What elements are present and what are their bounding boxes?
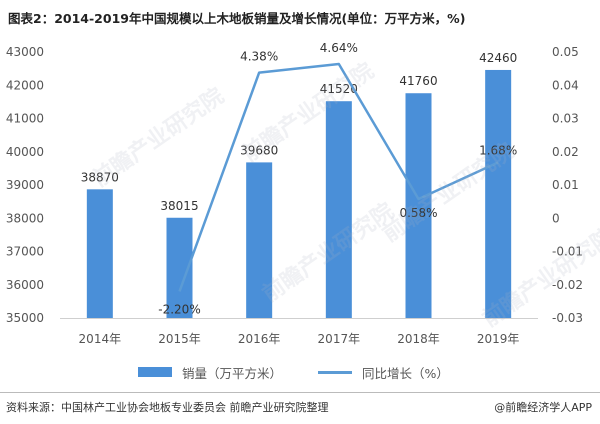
left-tick-label: 42000 <box>6 78 44 92</box>
right-tick-label: 0.04 <box>552 78 579 92</box>
bar <box>246 162 273 318</box>
left-tick-label: 35000 <box>6 311 44 325</box>
bar <box>86 189 113 318</box>
credit-note: @前瞻经济学人APP <box>494 401 592 414</box>
growth-value-label: 4.38% <box>240 50 278 64</box>
bar-value-label: 38870 <box>81 170 119 184</box>
right-tick-label: 0 <box>552 211 560 225</box>
right-tick-label: -0.02 <box>552 278 583 292</box>
bar <box>485 69 512 318</box>
source-note: 资料来源：中国林产工业协会地板专业委员会 前瞻产业研究院整理 <box>6 401 329 414</box>
bar-value-label: 41760 <box>399 74 437 88</box>
bar <box>405 93 432 318</box>
left-tick-label: 40000 <box>6 145 44 159</box>
line-series: -2.20% 4.38% 4.64% 0.58% 1.68% <box>158 41 517 316</box>
bar-series: 38870 38015 39680 41520 41760 42460 <box>81 51 517 319</box>
growth-value-label: -2.20% <box>158 302 200 316</box>
right-tick-label: 0.05 <box>552 45 579 59</box>
legend-swatch-bar <box>138 367 172 377</box>
growth-value-label: 1.68% <box>479 143 517 157</box>
x-tick-label: 2019年 <box>477 332 520 346</box>
bar-value-label: 39680 <box>240 143 278 157</box>
legend-item-growth: 同比增长（%） <box>318 364 449 381</box>
left-tick-label: 39000 <box>6 178 44 192</box>
left-tick-label: 41000 <box>6 112 44 126</box>
legend-label-growth: 同比增长（%） <box>362 365 449 381</box>
left-axis-ticks: 35000 36000 37000 38000 39000 40000 41000 42000… <box>6 45 44 325</box>
right-tick-label: 0.02 <box>552 145 579 159</box>
left-tick-label: 36000 <box>6 278 44 292</box>
legend-swatch-line <box>318 370 352 374</box>
right-tick-label: -0.03 <box>552 311 583 325</box>
bar-value-label: 42460 <box>479 51 517 65</box>
x-tick-label: 2014年 <box>79 332 122 346</box>
left-tick-label: 43000 <box>6 45 44 59</box>
bar-value-label: 41520 <box>320 82 358 96</box>
bar-value-label: 38015 <box>160 199 198 213</box>
x-axis: 2014年 2015年 2016年 2017年 2018年 2019年 <box>60 318 538 346</box>
right-tick-label: 0.01 <box>552 178 579 192</box>
right-axis-ticks: -0.03 -0.02 -0.01 0 0.01 0.02 0.03 0.04 0.05 <box>552 45 583 325</box>
x-tick-label: 2016年 <box>238 332 281 346</box>
chart-title: 图表2：2014-2019年中国规模以上木地板销量及增长情况(单位：万平方米，%… <box>8 11 466 26</box>
left-tick-label: 37000 <box>6 245 44 259</box>
footer-divider <box>0 392 600 393</box>
bar <box>325 101 352 319</box>
right-tick-label: -0.01 <box>552 245 583 259</box>
x-tick-label: 2015年 <box>158 332 201 346</box>
legend-label-sales: 销量（万平方米） <box>182 365 283 381</box>
right-tick-label: 0.03 <box>552 112 579 126</box>
x-tick-label: 2017年 <box>318 332 361 346</box>
legend-item-sales: 销量（万平方米） <box>138 364 283 381</box>
growth-line <box>178 62 499 292</box>
left-tick-label: 38000 <box>6 211 44 225</box>
x-tick-label: 2018年 <box>397 332 440 346</box>
combo-chart: 35000 36000 37000 38000 39000 40000 41000 42000… <box>6 41 583 346</box>
growth-value-label: 0.58% <box>399 206 437 220</box>
growth-value-label: 4.64% <box>320 41 358 55</box>
